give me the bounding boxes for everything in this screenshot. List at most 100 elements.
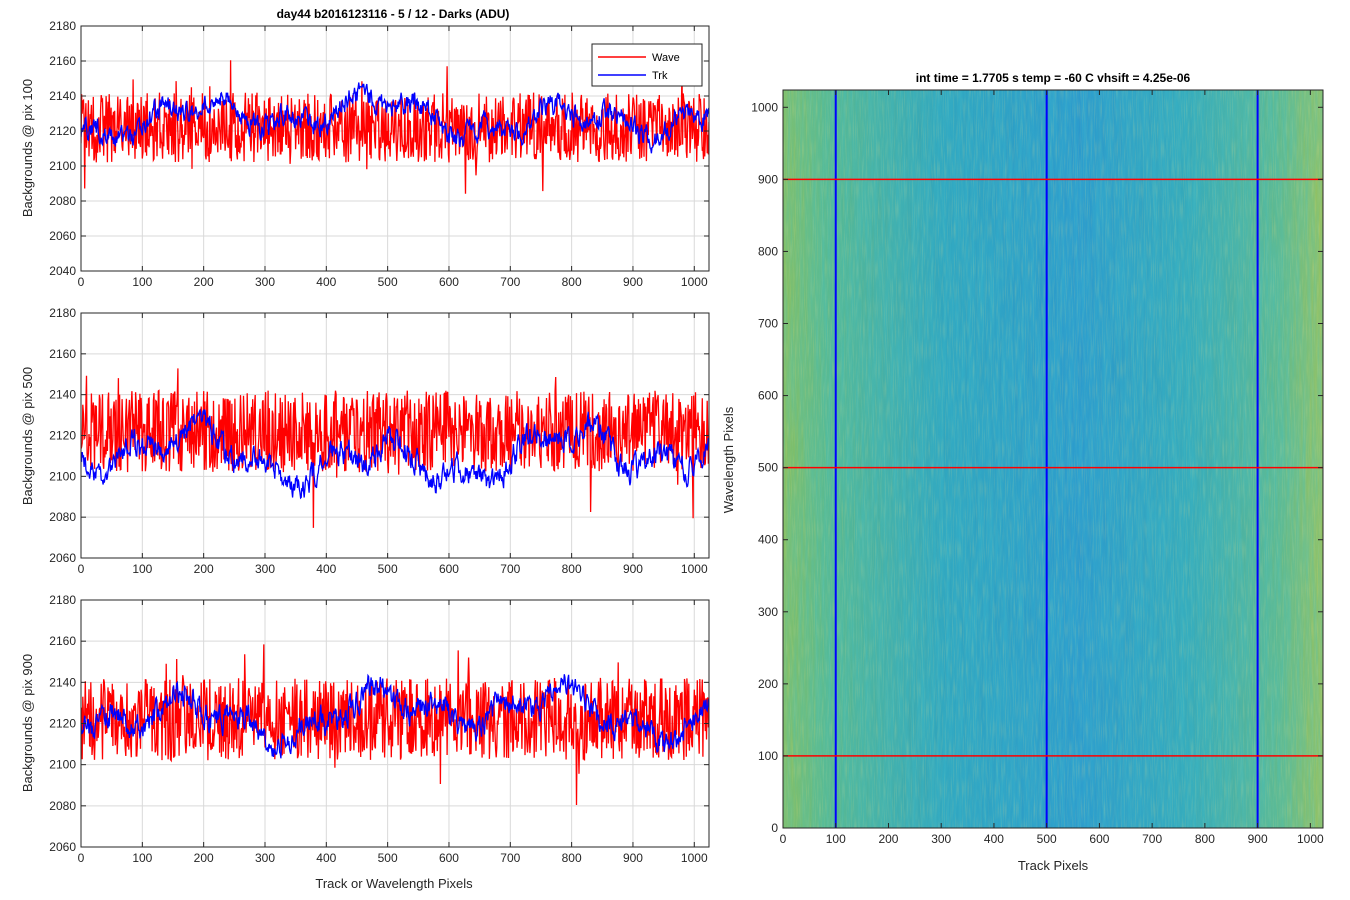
legend: Wave Trk bbox=[591, 43, 703, 87]
plot-frame bbox=[782, 89, 1324, 829]
y-tick-label: 2100 bbox=[49, 758, 76, 772]
x-tick-label: 900 bbox=[623, 851, 643, 865]
y-tick-label: 800 bbox=[758, 244, 778, 258]
ylabel-pix900: Backgrounds @ pix 900 bbox=[20, 654, 35, 792]
y-tick-label: 2140 bbox=[49, 388, 76, 402]
y-tick-label: 2100 bbox=[49, 159, 76, 173]
x-tick-label: 1000 bbox=[1297, 832, 1324, 846]
y-tick-label: 2040 bbox=[49, 264, 76, 278]
y-tick-label: 0 bbox=[771, 821, 778, 835]
x-tick-label: 0 bbox=[78, 851, 85, 865]
y-tick-label: 2140 bbox=[49, 675, 76, 689]
series-group bbox=[81, 644, 709, 806]
series-trk bbox=[81, 408, 709, 500]
x-tick-label: 800 bbox=[1195, 832, 1215, 846]
xlabel-line: Track or Wavelength Pixels bbox=[315, 876, 473, 891]
series-group bbox=[81, 368, 709, 528]
x-tick-label: 1000 bbox=[681, 275, 708, 289]
x-tick-label: 0 bbox=[780, 832, 787, 846]
x-tick-label: 200 bbox=[194, 851, 214, 865]
x-tick-label: 200 bbox=[878, 832, 898, 846]
x-tick-label: 400 bbox=[316, 851, 336, 865]
y-tick-label: 2100 bbox=[49, 469, 76, 483]
y-tick-label: 2140 bbox=[49, 89, 76, 103]
x-tick-label: 600 bbox=[1089, 832, 1109, 846]
x-tick-label: 300 bbox=[255, 275, 275, 289]
x-tick-label: 400 bbox=[316, 275, 336, 289]
y-tick-label: 2080 bbox=[49, 799, 76, 813]
y-tick-label: 400 bbox=[758, 533, 778, 547]
x-tick-label: 800 bbox=[562, 562, 582, 576]
x-tick-label: 200 bbox=[194, 275, 214, 289]
x-tick-label: 900 bbox=[623, 562, 643, 576]
x-tick-label: 500 bbox=[1037, 832, 1057, 846]
y-tick-label: 2080 bbox=[49, 194, 76, 208]
series-group bbox=[81, 60, 709, 194]
x-tick-label: 1000 bbox=[681, 562, 708, 576]
x-tick-label: 100 bbox=[132, 851, 152, 865]
heatmap-grain bbox=[783, 90, 1323, 828]
x-tick-label: 100 bbox=[132, 562, 152, 576]
panel-1: 0 100 200 300 400 500 600 700 800 900 1000 2060 2080… bbox=[49, 306, 710, 576]
y-tick-label: 2180 bbox=[49, 306, 76, 320]
y-tick-label: 700 bbox=[758, 317, 778, 331]
x-tick-label: 700 bbox=[500, 851, 520, 865]
x-tick-label: 300 bbox=[255, 851, 275, 865]
y-tick-label: 500 bbox=[758, 461, 778, 475]
panel-3: 0 100 200 300 400 500 600 700 800 900 1000 0 100 200 3… bbox=[751, 89, 1324, 846]
ylabel-heatmap: Wavelength Pixels bbox=[721, 406, 736, 513]
y-tick-label: 2120 bbox=[49, 717, 76, 731]
x-tick-label: 600 bbox=[439, 562, 459, 576]
x-tick-label: 500 bbox=[378, 851, 398, 865]
x-tick-label: 600 bbox=[439, 851, 459, 865]
x-tick-label: 500 bbox=[378, 275, 398, 289]
x-tick-label: 800 bbox=[562, 851, 582, 865]
x-tick-label: 900 bbox=[1248, 832, 1268, 846]
x-tick-label: 400 bbox=[316, 562, 336, 576]
x-tick-label: 700 bbox=[500, 275, 520, 289]
x-tick-label: 400 bbox=[984, 832, 1004, 846]
y-tick-label: 2160 bbox=[49, 54, 76, 68]
x-tick-label: 200 bbox=[194, 562, 214, 576]
series-wave bbox=[81, 368, 709, 528]
x-tick-label: 700 bbox=[1142, 832, 1162, 846]
x-tick-label: 700 bbox=[500, 562, 520, 576]
y-tick-label: 2180 bbox=[49, 593, 76, 607]
y-tick-label: 2120 bbox=[49, 124, 76, 138]
ylabel-pix100: Backgrounds @ pix 100 bbox=[20, 79, 35, 217]
series-wave bbox=[81, 644, 709, 806]
heatmap-image bbox=[783, 90, 1323, 828]
x-tick-label: 0 bbox=[78, 562, 85, 576]
series-trk bbox=[81, 82, 709, 154]
xlabel-heatmap: Track Pixels bbox=[1018, 858, 1089, 873]
x-tick-label: 900 bbox=[623, 275, 643, 289]
legend-box bbox=[591, 43, 703, 87]
y-tick-label: 2120 bbox=[49, 429, 76, 443]
y-tick-label: 2060 bbox=[49, 229, 76, 243]
x-tick-label: 300 bbox=[931, 832, 951, 846]
x-tick-label: 600 bbox=[439, 275, 459, 289]
y-tick-label: 900 bbox=[758, 172, 778, 186]
x-tick-label: 100 bbox=[826, 832, 846, 846]
y-tick-label: 1000 bbox=[751, 100, 778, 114]
series-wave bbox=[81, 60, 709, 194]
x-tick-label: 100 bbox=[132, 275, 152, 289]
y-tick-label: 600 bbox=[758, 389, 778, 403]
x-tick-label: 0 bbox=[78, 275, 85, 289]
y-tick-label: 2160 bbox=[49, 347, 76, 361]
panel-2: 0 100 200 300 400 500 600 700 800 900 1000 2060 2080… bbox=[49, 593, 710, 865]
y-tick-label: 200 bbox=[758, 677, 778, 691]
figure-title: day44 b2016123116 - 5 / 12 - Darks (ADU) bbox=[277, 7, 510, 21]
y-tick-label: 2060 bbox=[49, 840, 76, 854]
x-tick-label: 300 bbox=[255, 562, 275, 576]
legend-label-wave: Wave bbox=[652, 52, 680, 64]
x-tick-label: 1000 bbox=[681, 851, 708, 865]
legend-label-trk: Trk bbox=[652, 70, 668, 82]
y-tick-label: 100 bbox=[758, 749, 778, 763]
y-tick-label: 2180 bbox=[49, 19, 76, 33]
y-tick-label: 2080 bbox=[49, 510, 76, 524]
series-trk bbox=[81, 673, 709, 759]
plot-frame bbox=[80, 25, 710, 272]
y-tick-label: 2160 bbox=[49, 634, 76, 648]
